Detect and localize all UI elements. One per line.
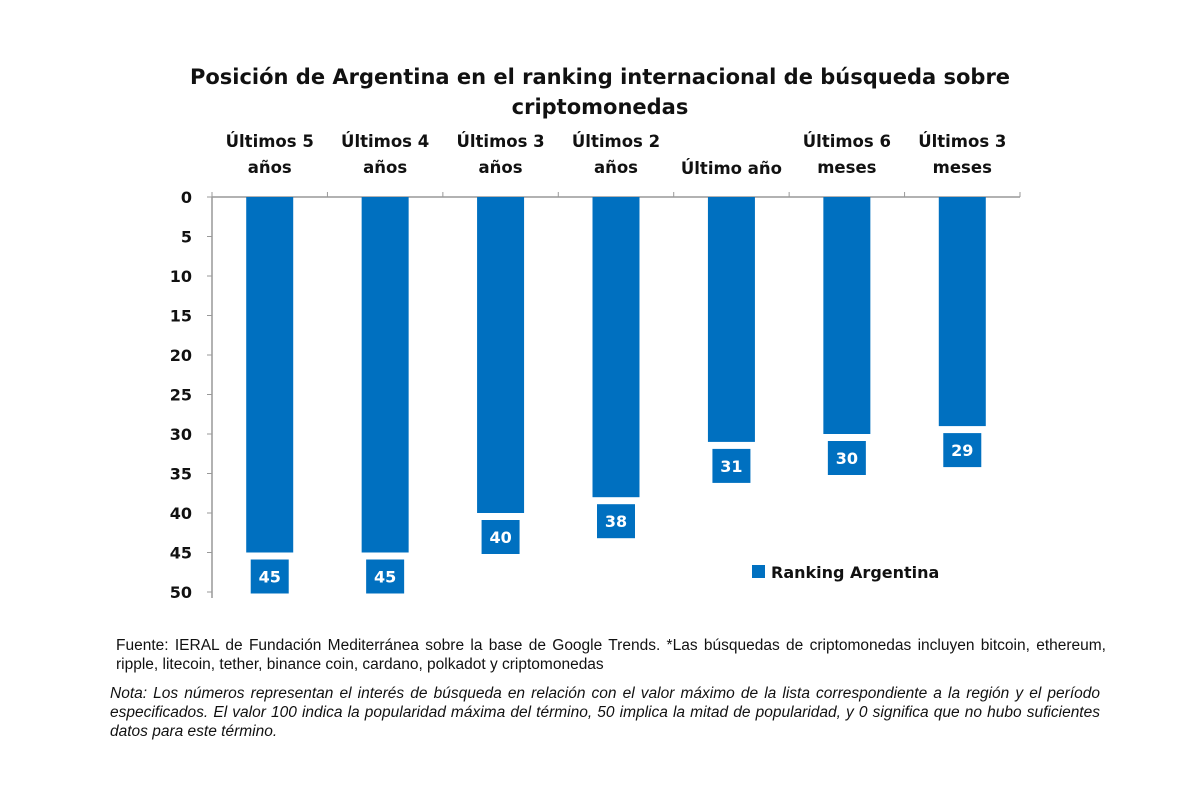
x-category-label: Últimos 4	[341, 132, 429, 151]
x-category-label: años	[479, 158, 523, 177]
data-label: 29	[951, 441, 973, 460]
bar	[823, 197, 871, 434]
x-category-label: Últimos 2	[572, 132, 660, 151]
x-category-label: años	[248, 158, 292, 177]
bar	[592, 197, 640, 498]
source-note: Fuente: IERAL de Fundación Mediterránea …	[116, 637, 1106, 673]
data-label-box	[712, 448, 751, 483]
bar	[938, 197, 986, 427]
data-label: 30	[836, 449, 858, 468]
x-category-label: Últimos 3	[918, 132, 1006, 151]
bar-chart: Posición de Argentina en el ranking inte…	[170, 65, 1021, 602]
bar	[246, 197, 294, 553]
y-tick-label: 45	[170, 544, 192, 563]
bar	[361, 197, 409, 553]
x-category-label: meses	[817, 158, 876, 177]
data-label-box	[366, 559, 405, 594]
bar	[477, 197, 525, 513]
legend-swatch	[752, 565, 765, 578]
data-label: 40	[489, 528, 511, 547]
data-label-box	[597, 504, 635, 539]
nota-note: Nota: Los números representan el interés…	[110, 685, 1100, 740]
data-label-box	[481, 520, 520, 554]
x-category-label: meses	[933, 158, 992, 177]
data-label-box	[827, 441, 866, 475]
y-tick-label: 20	[170, 346, 192, 365]
data-label: 45	[259, 568, 281, 587]
x-category-label: años	[363, 158, 407, 177]
legend-label: Ranking Argentina	[771, 563, 939, 582]
x-category-label: Últimos 5	[226, 132, 314, 151]
chart-title-line: Posición de Argentina en el ranking inte…	[190, 65, 1010, 89]
chart-title-line: criptomonedas	[512, 95, 689, 119]
data-label: 38	[605, 512, 627, 531]
y-tick-label: 10	[170, 267, 192, 286]
y-tick-label: 15	[170, 307, 192, 326]
y-tick-label: 30	[170, 425, 192, 444]
data-label-box	[943, 433, 982, 468]
x-category-label: Último año	[681, 159, 782, 178]
data-label-box	[250, 559, 289, 594]
y-tick-label: 40	[170, 504, 192, 523]
x-category-label: Últimos 6	[803, 132, 891, 151]
bar	[707, 197, 755, 442]
y-tick-label: 50	[170, 583, 192, 602]
y-tick-label: 35	[170, 465, 192, 484]
x-category-label: Últimos 3	[456, 132, 544, 151]
y-tick-label: 25	[170, 386, 192, 405]
y-tick-label: 0	[181, 188, 192, 207]
data-label: 31	[720, 457, 742, 476]
data-label: 45	[374, 568, 396, 587]
y-tick-label: 5	[181, 228, 192, 247]
x-category-label: años	[594, 158, 638, 177]
